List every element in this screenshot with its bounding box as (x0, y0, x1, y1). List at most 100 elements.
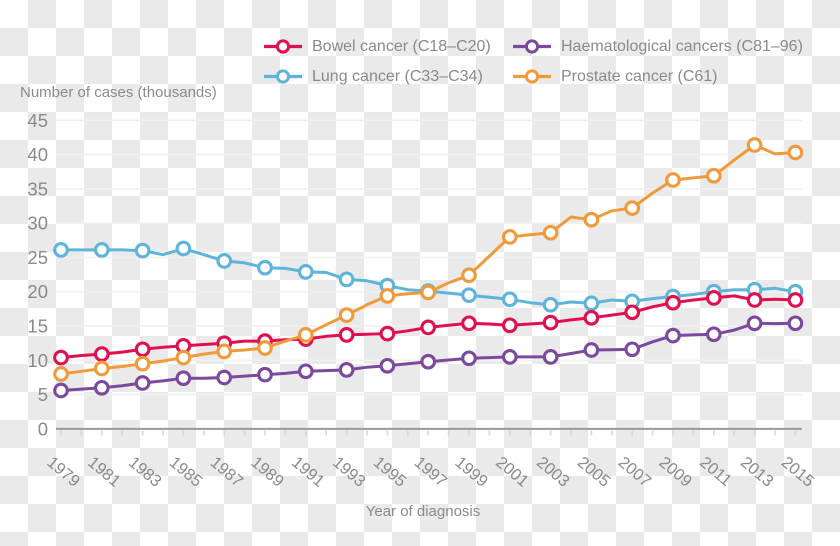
haematological-point-1989 (257, 366, 273, 383)
bowel-point-1981 (93, 346, 110, 362)
haematological-point-1981 (93, 379, 110, 396)
prostate-point-1995 (379, 288, 396, 304)
bowel-point-2011 (705, 290, 722, 306)
bowel-point-2009 (665, 294, 681, 311)
x-tick-label: 1989 (247, 453, 287, 490)
prostate-point-2005 (583, 211, 600, 228)
haematological-point-1991 (297, 363, 314, 380)
x-tick-label: 2009 (655, 453, 695, 490)
prostate-point-1983 (134, 355, 151, 372)
haematological-point-2011 (705, 326, 722, 343)
lung-point-2005 (583, 295, 600, 312)
haematological-point-1983 (134, 375, 151, 391)
x-tick-label: 2015 (778, 453, 818, 490)
lung-point-1987 (216, 253, 233, 269)
haematological-point-2003 (542, 349, 559, 365)
bowel-point-1995 (379, 325, 396, 342)
haematological-point-2007 (624, 341, 641, 358)
x-tick-label: 2013 (737, 453, 777, 490)
x-tick-label: 1979 (43, 453, 83, 490)
x-tick-label: 2011 (696, 453, 735, 490)
y-axis-title: Number of cases (thousands) (20, 84, 217, 101)
prostate-point-1989 (257, 340, 273, 356)
prostate-point-1999 (461, 267, 477, 284)
haematological-point-2009 (665, 327, 681, 344)
prostate-point-2007 (624, 200, 641, 216)
y-tick-label: 30 (27, 213, 48, 234)
prostate-point-1985 (175, 349, 192, 366)
prostate-point-1987 (216, 343, 233, 360)
bowel-point-2001 (501, 317, 518, 334)
x-tick-label: 2001 (492, 453, 532, 490)
haematological-point-1995 (379, 357, 396, 374)
legend-label-bowel: Bowel cancer (C18–C20) (312, 38, 491, 55)
lung-point-1999 (461, 287, 477, 304)
legend-item-haematological: Haematological cancers (C81–96) (512, 36, 803, 57)
legend-item-prostate: Prostate cancer (C61) (512, 66, 803, 87)
prostate-point-2003 (542, 224, 559, 241)
prostate-point-2011 (705, 167, 722, 184)
x-tick-label: 2007 (615, 453, 655, 490)
x-tick-label: 1981 (84, 453, 124, 490)
legend-item-bowel: Bowel cancer (C18–C20) (263, 36, 512, 57)
bowel-point-2013 (746, 292, 763, 308)
legend-label-lung: Lung cancer (C33–C34) (312, 68, 483, 85)
haematological-point-1993 (338, 362, 355, 378)
y-tick-label: 15 (27, 316, 48, 337)
prostate-point-1979 (53, 366, 69, 382)
prostate-series-marker-icon (512, 69, 552, 84)
y-tick-label: 0 (38, 418, 48, 439)
y-tick-label: 20 (27, 281, 48, 302)
prostate-point-2001 (501, 229, 518, 245)
lung-series-marker-icon (263, 69, 303, 84)
legend-item-lung: Lung cancer (C33–C34) (263, 66, 512, 87)
y-tick-label: 5 (38, 384, 48, 405)
bowel-point-2007 (624, 304, 641, 321)
y-tick-label: 35 (27, 178, 48, 199)
bowel-point-1999 (461, 315, 477, 332)
bowel-point-1983 (134, 341, 151, 358)
haematological-point-2005 (583, 342, 600, 358)
y-tick-label: 25 (27, 247, 48, 268)
bowel-point-2015 (787, 292, 804, 308)
haematological-point-1979 (53, 382, 69, 399)
bowel-point-1997 (420, 319, 437, 336)
haematological-point-1985 (175, 370, 192, 387)
lung-point-1983 (134, 242, 151, 259)
haematological-point-2013 (746, 315, 763, 332)
lung-point-1991 (297, 264, 314, 280)
y-tick-label: 45 (27, 110, 48, 131)
haematological-point-1987 (216, 369, 233, 386)
lung-point-1989 (257, 259, 273, 276)
prostate-point-2015 (787, 144, 804, 161)
lung-point-2001 (501, 291, 518, 308)
prostate-point-2013 (746, 137, 763, 153)
haematological-series-marker-icon (512, 39, 552, 54)
legend-label-haematological: Haematological cancers (C81–96) (561, 38, 803, 55)
prostate-line (59, 143, 797, 376)
x-tick-label: 2005 (574, 453, 614, 490)
prostate-point-2009 (665, 172, 681, 188)
lung-point-1981 (93, 242, 110, 258)
y-tick-label: 40 (27, 144, 48, 165)
haematological-point-1997 (420, 353, 437, 370)
legend-label-prostate: Prostate cancer (C61) (561, 68, 718, 85)
x-tick-label: 1993 (329, 453, 369, 490)
bowel-point-2005 (583, 309, 600, 326)
x-tick-label: 1999 (451, 453, 491, 490)
x-tick-label: 1991 (288, 453, 328, 490)
bowel-series-marker-icon (263, 39, 303, 54)
prostate-point-1997 (420, 284, 437, 301)
prostate-point-1991 (297, 327, 314, 343)
lung-point-1985 (175, 240, 192, 257)
y-tick-label: 10 (27, 350, 48, 371)
haematological-point-2015 (787, 315, 804, 332)
bowel-point-2003 (542, 314, 559, 331)
lung-point-1993 (338, 271, 355, 288)
bowel-point-1979 (53, 349, 69, 366)
lung-point-2003 (542, 296, 559, 313)
x-axis-title: Year of diagnosis (365, 503, 481, 520)
x-tick-label: 1987 (207, 453, 247, 490)
